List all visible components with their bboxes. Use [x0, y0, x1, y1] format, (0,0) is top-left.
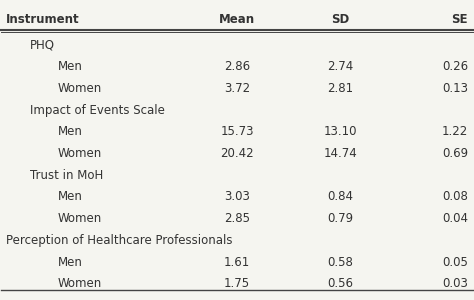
Text: Women: Women [58, 147, 102, 160]
Text: 2.74: 2.74 [328, 60, 354, 73]
Text: Men: Men [58, 60, 83, 73]
Text: Men: Men [58, 125, 83, 138]
Text: 0.69: 0.69 [442, 147, 468, 160]
Text: Women: Women [58, 277, 102, 290]
Text: 1.61: 1.61 [224, 256, 250, 268]
Text: Men: Men [58, 190, 83, 203]
Text: 0.56: 0.56 [328, 277, 354, 290]
Text: 3.72: 3.72 [224, 82, 250, 95]
Text: Men: Men [58, 256, 83, 268]
Text: 0.13: 0.13 [442, 82, 468, 95]
Text: 0.79: 0.79 [328, 212, 354, 225]
Text: Women: Women [58, 82, 102, 95]
Text: 0.58: 0.58 [328, 256, 354, 268]
Text: 1.22: 1.22 [442, 125, 468, 138]
Text: 20.42: 20.42 [220, 147, 254, 160]
Text: Mean: Mean [219, 13, 255, 26]
Text: 3.03: 3.03 [224, 190, 250, 203]
Text: 2.85: 2.85 [224, 212, 250, 225]
Text: Women: Women [58, 212, 102, 225]
Text: 0.84: 0.84 [328, 190, 354, 203]
Text: Trust in MoH: Trust in MoH [30, 169, 103, 182]
Text: 0.26: 0.26 [442, 60, 468, 73]
Text: 0.03: 0.03 [442, 277, 468, 290]
Text: 13.10: 13.10 [324, 125, 357, 138]
Text: 14.74: 14.74 [324, 147, 357, 160]
Text: SE: SE [451, 13, 468, 26]
Text: 1.75: 1.75 [224, 277, 250, 290]
Text: SD: SD [331, 13, 350, 26]
Text: 0.08: 0.08 [442, 190, 468, 203]
Text: 15.73: 15.73 [220, 125, 254, 138]
Text: Instrument: Instrument [6, 13, 80, 26]
Text: Impact of Events Scale: Impact of Events Scale [30, 103, 164, 117]
Text: 2.81: 2.81 [328, 82, 354, 95]
Text: 2.86: 2.86 [224, 60, 250, 73]
Text: PHQ: PHQ [30, 38, 55, 52]
Text: 0.04: 0.04 [442, 212, 468, 225]
Text: Perception of Healthcare Professionals: Perception of Healthcare Professionals [6, 234, 233, 247]
Text: 0.05: 0.05 [442, 256, 468, 268]
